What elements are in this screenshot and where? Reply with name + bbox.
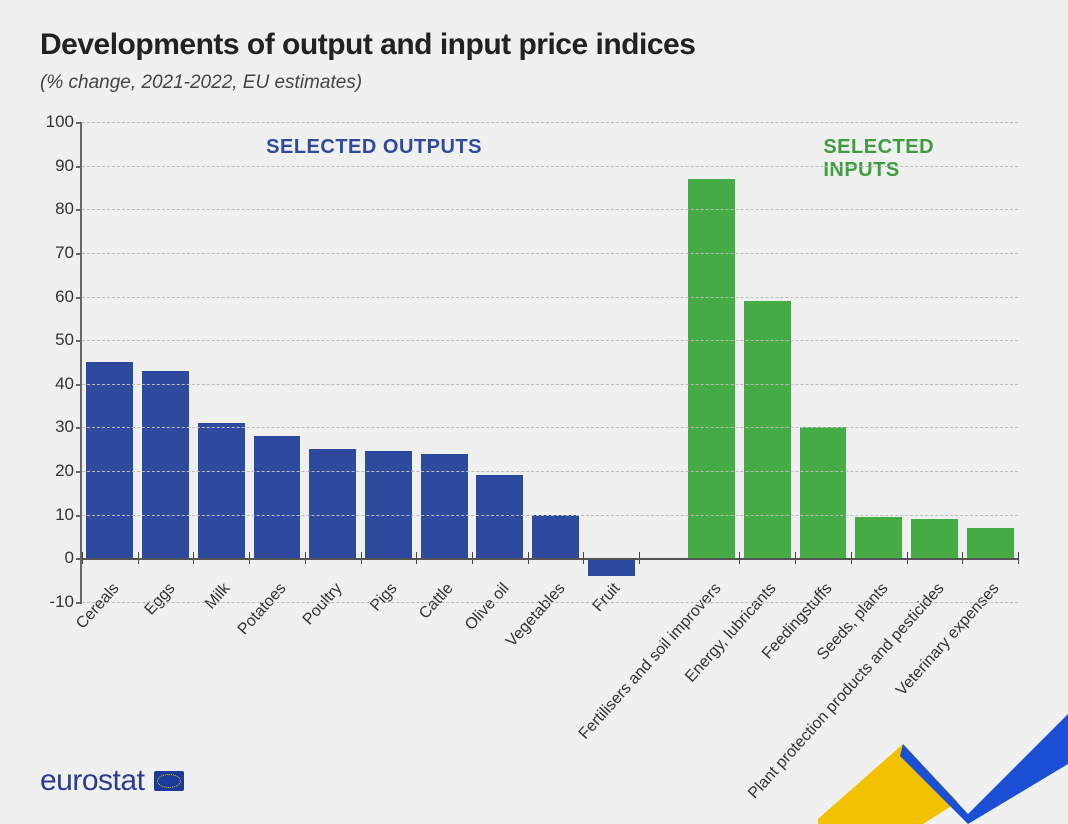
bar-slot: Olive oil	[472, 122, 528, 602]
bar-input	[967, 528, 1014, 559]
ytick-mark	[76, 209, 82, 211]
ytick-mark	[76, 340, 82, 342]
bar-output	[588, 558, 635, 575]
plot-region: CerealsEggsMilkPotatoesPoultryPigsCattle…	[80, 122, 1018, 602]
bar-slot: Seeds, plants	[851, 122, 907, 602]
footer: eurostat	[40, 764, 184, 798]
ytick-mark	[76, 515, 82, 517]
xtick-mark	[82, 552, 83, 564]
gridline	[82, 427, 1018, 428]
zero-line	[82, 558, 1018, 560]
bar-input	[800, 427, 847, 558]
bar-input	[911, 519, 958, 558]
chart-area: SELECTED OUTPUTS SELECTED INPUTS Cereals…	[40, 122, 1028, 602]
xtick-mark	[1018, 552, 1019, 564]
bar-slot: Fertilisers and soil improvers	[684, 122, 740, 602]
ytick-mark	[76, 253, 82, 255]
gridline	[82, 515, 1018, 516]
bar-slot: Vegetables	[528, 122, 584, 602]
bar-slot: Cattle	[416, 122, 472, 602]
xtick-label: Eggs	[141, 580, 179, 619]
ytick-mark	[76, 471, 82, 473]
xtick-label: Fruit	[590, 580, 625, 616]
bar-output	[365, 451, 412, 558]
gridline	[82, 384, 1018, 385]
chart-title: Developments of output and input price i…	[40, 28, 1028, 62]
gridline	[82, 602, 1018, 603]
xtick-label: Milk	[202, 580, 234, 613]
ytick-mark	[76, 602, 82, 604]
ytick-mark	[76, 166, 82, 168]
bar-output	[476, 475, 523, 558]
bar-slot: Potatoes	[249, 122, 305, 602]
gridline	[82, 297, 1018, 298]
eu-flag-icon	[154, 771, 184, 791]
slot-gap	[639, 122, 684, 602]
ytick-mark	[76, 297, 82, 299]
bar-output	[421, 454, 468, 559]
bar-slot: Milk	[193, 122, 249, 602]
eurostat-logo-text: eurostat	[40, 764, 144, 798]
gridline	[82, 471, 1018, 472]
bar-slot: Energy, lubricants	[739, 122, 795, 602]
bar-slot: Veterinary expenses	[962, 122, 1018, 602]
ytick-mark	[76, 122, 82, 124]
bar-output	[198, 423, 245, 558]
ytick-mark	[76, 427, 82, 429]
gridline	[82, 340, 1018, 341]
bar-slot: Cereals	[82, 122, 138, 602]
bar-input	[688, 179, 735, 559]
bar-slot: Pigs	[361, 122, 417, 602]
gridline	[82, 253, 1018, 254]
swoosh-decor-icon	[808, 684, 1068, 824]
bar-output	[254, 436, 301, 558]
gridline	[82, 209, 1018, 210]
bars-container: CerealsEggsMilkPotatoesPoultryPigsCattle…	[82, 122, 1018, 602]
chart-subtitle: (% change, 2021-2022, EU estimates)	[40, 72, 1028, 94]
bar-output	[309, 449, 356, 558]
xtick-label: Poultry	[299, 580, 346, 629]
bar-slot: Fruit	[583, 122, 639, 602]
bar-slot: Poultry	[305, 122, 361, 602]
bar-output	[142, 371, 189, 559]
bar-slot: Plant protection products and pesticides	[907, 122, 963, 602]
bar-output	[532, 515, 579, 559]
gridline	[82, 122, 1018, 123]
bar-output	[86, 362, 133, 558]
bar-input	[855, 517, 902, 558]
gridline	[82, 166, 1018, 167]
bar-slot: Feedingstuffs	[795, 122, 851, 602]
xtick-label: Pigs	[368, 580, 402, 615]
bar-slot: Eggs	[138, 122, 194, 602]
ytick-mark	[76, 384, 82, 386]
